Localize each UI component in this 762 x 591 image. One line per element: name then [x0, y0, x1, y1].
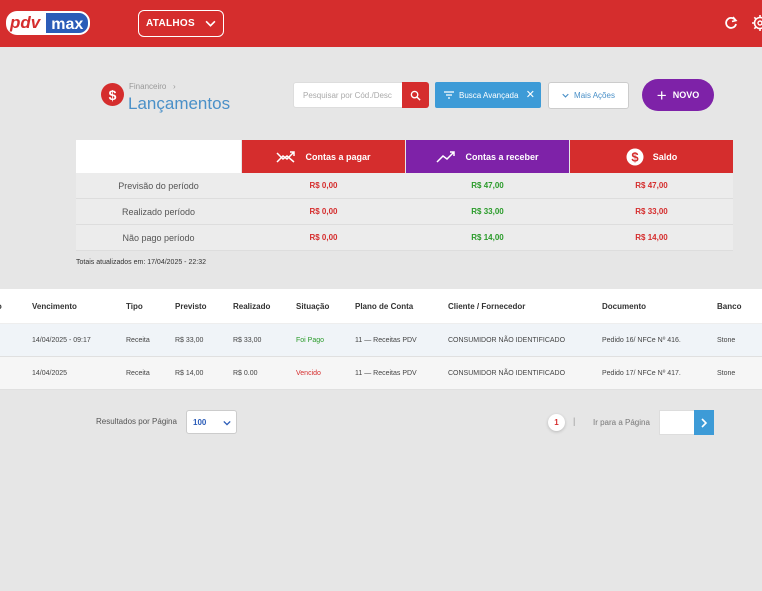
- trend-up-icon: [436, 150, 456, 163]
- table-cell: Pedido 16/ NFCe Nº 416.: [602, 336, 681, 344]
- table-cell: Stone: [717, 336, 736, 344]
- summary-pagar-value: R$ 0,00: [309, 207, 338, 216]
- table-cell: Pedido 17/ NFCe Nº 417.: [602, 369, 681, 377]
- rows-per-page-value: 100: [193, 417, 207, 427]
- summary-receber-value: R$ 47,00: [471, 181, 504, 190]
- logo-max: max: [44, 11, 91, 35]
- column-header[interactable]: Tipo: [126, 301, 143, 311]
- plus-icon: +: [656, 85, 667, 105]
- summary-saldo-value: R$ 14,00: [635, 233, 668, 242]
- table-cell: R$ 0.00: [233, 369, 258, 377]
- table-cell: Receita: [126, 369, 150, 377]
- summary-saldo-value: R$ 33,00: [635, 207, 668, 216]
- logo-pdv: pdv: [6, 11, 45, 35]
- refresh-icon[interactable]: [723, 15, 739, 31]
- search-button[interactable]: [402, 82, 429, 108]
- advanced-search-button[interactable]: Busca Avançada ✕: [435, 82, 541, 108]
- table-cell: R$ 33,00: [175, 336, 204, 344]
- column-header[interactable]: Realizado: [233, 301, 271, 311]
- table-cell: Stone: [717, 369, 736, 377]
- summary-row: Previsão do período R$ 0,00 R$ 47,00 R$ …: [76, 173, 733, 199]
- table-row[interactable]: 14/04/2025 Receita R$ 14,00 R$ 0.00 Venc…: [0, 357, 762, 390]
- table-cell: 14/04/2025 - 09:17: [32, 336, 91, 344]
- top-bar: pdv max ATALHOS: [0, 0, 762, 47]
- pdvmax-logo[interactable]: pdv max: [6, 10, 91, 36]
- summary-header-pagar: Contas a pagar: [242, 140, 405, 173]
- table-cell: Receita: [126, 336, 150, 344]
- new-label: NOVO: [672, 90, 700, 100]
- table-cell: CONSUMIDOR NÃO IDENTIFICADO: [448, 369, 566, 377]
- goto-page-input[interactable]: [659, 410, 695, 435]
- breadcrumb-financeiro[interactable]: Financeiro: [129, 82, 167, 91]
- column-header[interactable]: Vencimento: [32, 301, 77, 311]
- table-cell: 11 — Receitas PDV: [355, 336, 417, 344]
- shortcuts-label: ATALHOS: [146, 18, 195, 29]
- column-header[interactable]: go: [0, 289, 2, 323]
- chevron-right-icon: [701, 417, 708, 428]
- table-cell: R$ 14,00: [175, 369, 204, 377]
- table-cell: 11 — Receitas PDV: [355, 369, 417, 377]
- search-icon: [410, 90, 421, 101]
- summary-saldo-value: R$ 47,00: [635, 181, 668, 190]
- search-input[interactable]: Pesquisar por Cód./Desc: [293, 82, 403, 108]
- table-header: go Vencimento Tipo Previsto Realizado Si…: [0, 289, 762, 324]
- settings-icon[interactable]: [751, 14, 762, 32]
- summary-row-label: Previsão do período: [118, 181, 199, 191]
- trend-down-icon: [276, 150, 296, 163]
- more-actions-label: Mais Ações: [574, 91, 615, 100]
- filter-icon: [444, 91, 454, 99]
- entries-table: go Vencimento Tipo Previsto Realizado Si…: [0, 289, 762, 390]
- more-actions-dropdown[interactable]: Mais Ações: [548, 82, 629, 109]
- rows-per-page-label: Resultados por Página: [96, 417, 177, 426]
- summary-receber-value: R$ 33,00: [471, 207, 504, 216]
- column-header[interactable]: Plano de Conta: [355, 301, 414, 311]
- chevron-down-icon: [562, 93, 569, 98]
- summary-row: Não pago período R$ 0,00 R$ 14,00 R$ 14,…: [76, 225, 733, 251]
- column-header[interactable]: Cliente / Fornecedor: [448, 301, 526, 311]
- chevron-down-icon: [205, 20, 216, 27]
- rows-per-page-select[interactable]: 100: [186, 410, 237, 434]
- summary-pagar-value: R$ 0,00: [309, 233, 338, 242]
- summary-header-saldo: $ Saldo: [570, 140, 733, 173]
- summary-saldo-label: Saldo: [652, 151, 678, 162]
- column-header[interactable]: Banco: [717, 301, 742, 311]
- summary-row-label: Realizado período: [121, 207, 196, 217]
- status-badge: Vencido: [296, 369, 321, 377]
- page-button-current[interactable]: 1: [548, 414, 565, 431]
- column-header[interactable]: Documento: [602, 301, 646, 311]
- breadcrumb-chevron-icon: ›: [168, 82, 176, 91]
- table-row[interactable]: 14/04/2025 - 09:17 Receita R$ 33,00 R$ 3…: [0, 324, 762, 357]
- table-cell: CONSUMIDOR NÃO IDENTIFICADO: [448, 336, 566, 344]
- column-header[interactable]: Situação: [296, 301, 330, 311]
- status-badge: Foi Pago: [296, 336, 325, 344]
- summary-pagar-label: Contas a pagar: [305, 151, 371, 162]
- new-button[interactable]: + NOVO: [642, 79, 714, 111]
- summary-header-receber: Contas a receber: [406, 140, 569, 173]
- page-title: Lançamentos: [128, 94, 231, 113]
- summary-header-blank: [76, 140, 241, 173]
- breadcrumb[interactable]: Financeiro ›: [129, 82, 176, 91]
- totals-updated-text: Totais atualizados em: 17/04/2025 - 22:3…: [76, 259, 206, 266]
- advanced-search-label: Busca Avançada: [459, 90, 519, 100]
- table-cell: 14/04/2025: [32, 369, 68, 377]
- summary-pagar-value: R$ 0,00: [309, 181, 338, 190]
- close-icon[interactable]: ✕: [525, 89, 535, 101]
- summary-row: Realizado período R$ 0,00 R$ 33,00 R$ 33…: [76, 199, 733, 225]
- summary-receber-value: R$ 14,00: [471, 233, 504, 242]
- dollar-icon: $: [101, 83, 124, 106]
- pagination-separator: |: [573, 416, 576, 426]
- chevron-down-icon: [223, 420, 231, 426]
- table-cell: R$ 33,00: [233, 336, 262, 344]
- svg-text:$: $: [631, 149, 639, 164]
- column-header[interactable]: Previsto: [175, 301, 207, 311]
- goto-page-button[interactable]: [694, 410, 714, 435]
- summary-receber-label: Contas a receber: [465, 151, 539, 162]
- shortcuts-dropdown[interactable]: ATALHOS: [138, 10, 224, 37]
- goto-page-label: Ir para a Página: [593, 418, 650, 427]
- summary-row-label: Não pago período: [122, 233, 195, 243]
- dollar-circle-icon: $: [626, 148, 644, 165]
